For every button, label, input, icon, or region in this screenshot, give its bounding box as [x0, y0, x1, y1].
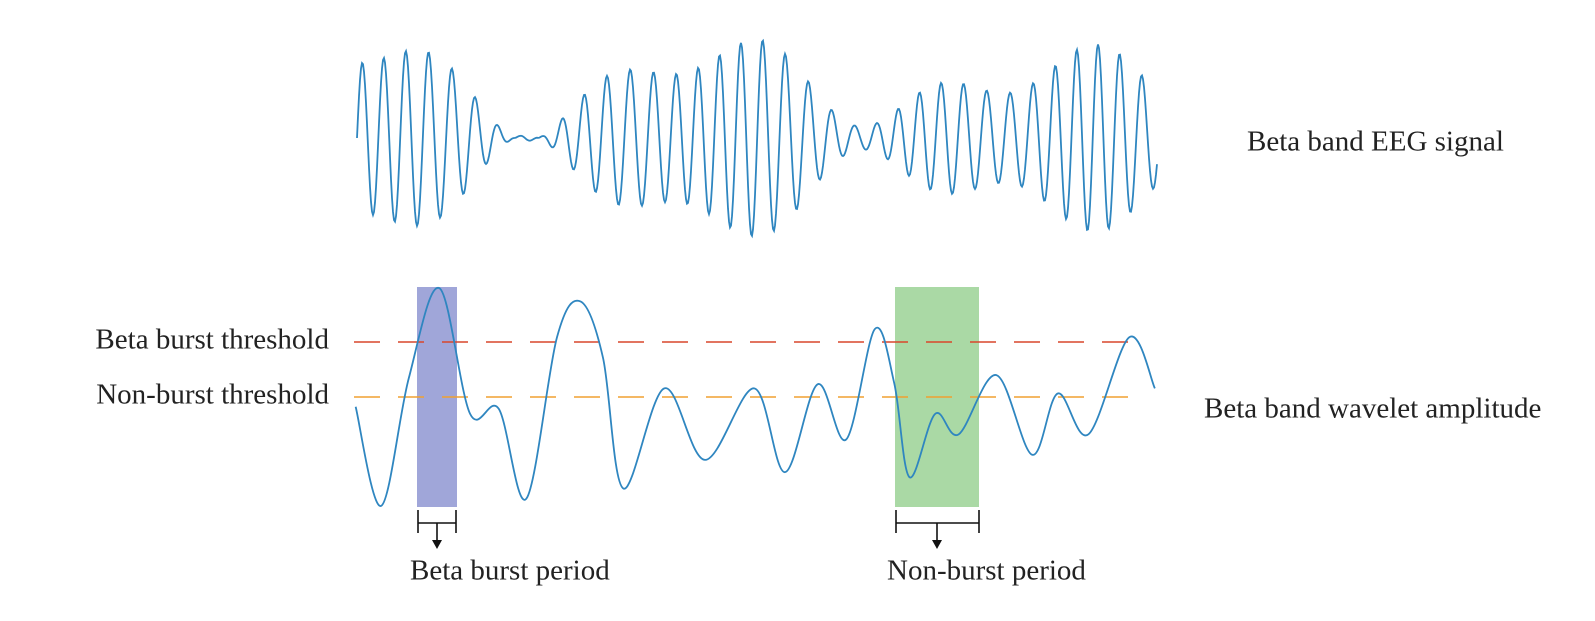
- wavelet-label: Beta band wavelet amplitude: [1204, 393, 1541, 425]
- burst-arrow: [432, 540, 442, 549]
- wavelet-amplitude-wave: [354, 287, 1156, 507]
- burst-period-label: Beta burst period: [410, 555, 610, 587]
- burst-threshold-label: Beta burst threshold: [95, 324, 329, 356]
- non-burst-period-label: Non-burst period: [887, 555, 1086, 587]
- non-burst-bracket: [895, 510, 980, 541]
- eeg-label: Beta band EEG signal: [1247, 126, 1504, 158]
- non-burst-threshold-label: Non-burst threshold: [96, 379, 329, 411]
- non-burst-arrow: [932, 540, 942, 549]
- eeg-signal-wave: [356, 38, 1158, 239]
- burst-bracket: [417, 510, 457, 541]
